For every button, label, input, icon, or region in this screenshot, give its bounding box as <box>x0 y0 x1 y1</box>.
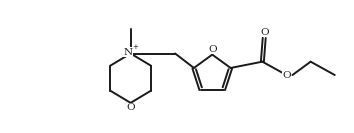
Text: O: O <box>208 45 217 54</box>
Text: O: O <box>126 103 135 112</box>
Text: O: O <box>260 28 269 37</box>
Text: N: N <box>124 47 132 57</box>
Text: +: + <box>132 44 138 50</box>
Text: O: O <box>282 70 291 80</box>
